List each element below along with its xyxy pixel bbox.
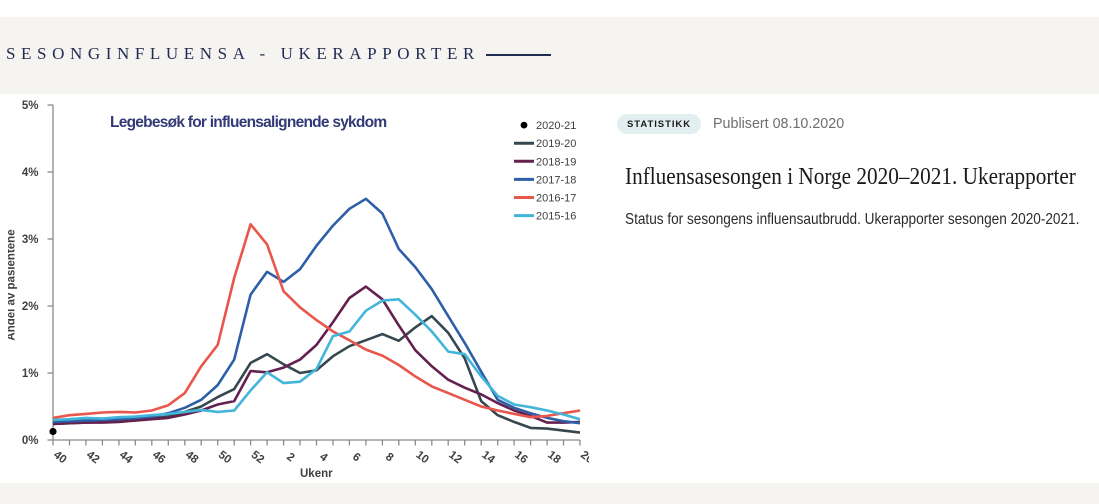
svg-text:2017-18: 2017-18 [536, 174, 576, 186]
svg-text:2019-20: 2019-20 [536, 138, 576, 150]
svg-text:6: 6 [350, 451, 362, 464]
svg-text:2015-16: 2015-16 [536, 211, 576, 223]
svg-text:14: 14 [479, 449, 497, 467]
svg-text:2018-19: 2018-19 [536, 156, 576, 168]
svg-text:0%: 0% [22, 435, 39, 447]
svg-text:2020-21: 2020-21 [536, 120, 576, 132]
svg-text:44: 44 [117, 449, 135, 467]
svg-text:3%: 3% [22, 234, 39, 246]
svg-text:18: 18 [545, 449, 563, 467]
svg-text:1%: 1% [22, 368, 39, 380]
svg-text:Ukenr: Ukenr [300, 468, 333, 480]
svg-text:4%: 4% [22, 167, 39, 179]
svg-text:5%: 5% [22, 100, 39, 112]
svg-text:52: 52 [249, 449, 266, 466]
svg-text:50: 50 [216, 449, 233, 466]
svg-text:40: 40 [51, 449, 68, 466]
svg-text:Legebesøk for influensalignend: Legebesøk for influensalignende sykdom [110, 114, 386, 131]
svg-text:10: 10 [413, 449, 430, 466]
svg-text:12: 12 [446, 449, 463, 466]
svg-text:2016-17: 2016-17 [536, 193, 576, 205]
svg-text:46: 46 [150, 449, 167, 466]
svg-text:Andel av pasientene: Andel av pasientene [8, 229, 18, 340]
svg-text:42: 42 [84, 449, 101, 466]
svg-text:2%: 2% [22, 301, 39, 313]
svg-text:4: 4 [317, 451, 330, 465]
svg-text:48: 48 [183, 449, 201, 467]
svg-text:2: 2 [284, 451, 296, 464]
svg-text:8: 8 [383, 451, 396, 465]
svg-text:16: 16 [512, 449, 529, 466]
svg-text:20: 20 [578, 449, 589, 466]
